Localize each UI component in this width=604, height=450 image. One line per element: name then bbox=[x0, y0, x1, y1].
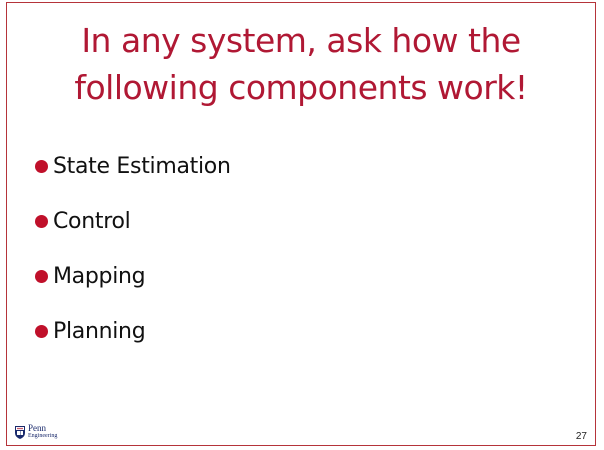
bullet-item: Mapping bbox=[35, 249, 231, 304]
bullet-dot-icon bbox=[35, 325, 48, 338]
bullet-item: Control bbox=[35, 194, 231, 249]
penn-shield-icon bbox=[15, 425, 25, 439]
bullet-label: Control bbox=[53, 209, 131, 234]
bullet-dot-icon bbox=[35, 160, 48, 173]
bullet-list: State Estimation Control Mapping Plannin… bbox=[35, 139, 231, 359]
slide-title: In any system, ask how the following com… bbox=[74, 21, 528, 107]
bullet-dot-icon bbox=[35, 215, 48, 228]
bullet-item: State Estimation bbox=[35, 139, 231, 194]
bullet-item: Planning bbox=[35, 304, 231, 359]
logo-text-engineering: Engineering bbox=[28, 433, 58, 439]
penn-engineering-logo: Penn Engineering bbox=[15, 424, 57, 440]
bullet-dot-icon bbox=[35, 270, 48, 283]
bullet-label: Planning bbox=[53, 319, 146, 344]
slide-frame: In any system, ask how the following com… bbox=[6, 2, 596, 446]
page-number: 27 bbox=[575, 431, 587, 442]
bullet-label: Mapping bbox=[53, 264, 146, 289]
logo-text-penn: Penn bbox=[28, 423, 46, 433]
bullet-label: State Estimation bbox=[53, 154, 231, 179]
